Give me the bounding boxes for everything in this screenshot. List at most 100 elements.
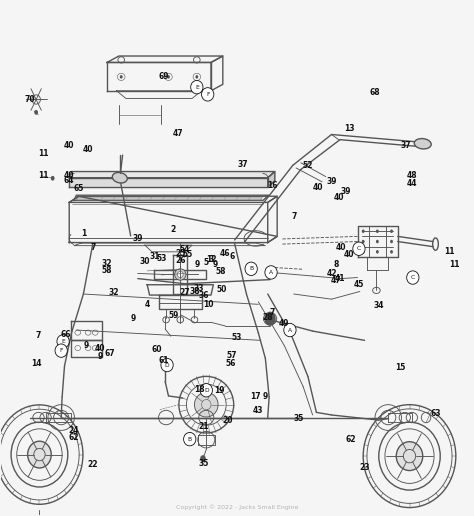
Text: 23: 23: [359, 463, 370, 472]
Text: 7: 7: [36, 331, 41, 340]
Text: 67: 67: [104, 349, 115, 358]
Ellipse shape: [174, 269, 186, 280]
Ellipse shape: [51, 176, 55, 181]
Text: 47: 47: [331, 276, 342, 285]
Text: 9: 9: [97, 352, 102, 361]
Text: 59: 59: [168, 311, 178, 320]
Circle shape: [265, 266, 277, 279]
Ellipse shape: [376, 240, 379, 244]
Text: 2: 2: [171, 224, 176, 234]
Circle shape: [161, 358, 173, 372]
Ellipse shape: [112, 172, 128, 183]
Text: 47: 47: [173, 129, 183, 138]
Ellipse shape: [390, 250, 393, 253]
Text: 11: 11: [38, 149, 48, 158]
Text: 21: 21: [199, 422, 209, 431]
Circle shape: [245, 262, 257, 276]
Text: 63: 63: [430, 409, 441, 418]
Text: 53: 53: [232, 333, 242, 342]
Ellipse shape: [362, 230, 365, 233]
Text: B: B: [249, 266, 253, 271]
Text: 11: 11: [445, 247, 455, 256]
Text: 4: 4: [145, 300, 150, 309]
Text: 7: 7: [270, 308, 275, 316]
Circle shape: [353, 242, 365, 255]
Text: 40: 40: [83, 146, 93, 154]
Text: 30: 30: [139, 256, 150, 266]
Text: 25: 25: [175, 249, 185, 259]
Text: 56: 56: [225, 359, 236, 368]
Text: 9: 9: [194, 260, 200, 269]
Text: 16: 16: [267, 182, 278, 190]
Ellipse shape: [195, 75, 198, 78]
Text: F: F: [206, 92, 210, 97]
Text: 58: 58: [102, 266, 112, 276]
Text: 37: 37: [237, 160, 248, 169]
Ellipse shape: [167, 75, 170, 78]
Text: Copyright © 2022 - Jacks Small Engine: Copyright © 2022 - Jacks Small Engine: [176, 505, 298, 510]
Text: 49: 49: [279, 319, 290, 328]
Text: 44: 44: [407, 179, 417, 188]
Ellipse shape: [194, 392, 218, 417]
Text: 46: 46: [220, 249, 230, 259]
Text: A: A: [269, 270, 273, 275]
Text: 8: 8: [334, 260, 339, 269]
Text: 38: 38: [189, 287, 200, 296]
Circle shape: [55, 344, 67, 357]
Ellipse shape: [390, 240, 393, 244]
Text: 31: 31: [149, 252, 160, 262]
Text: 9: 9: [130, 314, 136, 323]
Text: 40: 40: [64, 171, 74, 180]
Text: 34: 34: [374, 301, 384, 310]
Text: 32: 32: [102, 259, 112, 268]
Circle shape: [284, 324, 296, 337]
Text: 65: 65: [73, 184, 84, 193]
Ellipse shape: [177, 271, 183, 278]
Text: 40: 40: [64, 141, 74, 150]
Ellipse shape: [200, 455, 206, 462]
Text: 40: 40: [95, 344, 105, 352]
Text: 5: 5: [204, 258, 209, 267]
Text: 9: 9: [83, 341, 88, 350]
Text: 53: 53: [156, 253, 166, 263]
Text: 40: 40: [333, 194, 344, 202]
Text: 41: 41: [335, 274, 345, 283]
Text: 42: 42: [326, 269, 337, 278]
Text: 60: 60: [151, 345, 162, 354]
Circle shape: [183, 432, 196, 446]
Ellipse shape: [396, 442, 423, 471]
Text: 7: 7: [90, 243, 96, 252]
Text: B: B: [188, 437, 192, 442]
Text: 33: 33: [194, 284, 204, 294]
Text: 11: 11: [38, 171, 48, 180]
Ellipse shape: [264, 312, 276, 326]
Circle shape: [200, 383, 212, 397]
Ellipse shape: [362, 250, 365, 253]
Text: 6: 6: [229, 252, 235, 262]
Text: 11: 11: [449, 260, 460, 269]
Text: 7: 7: [291, 212, 296, 221]
Text: 9: 9: [213, 260, 219, 269]
Circle shape: [191, 80, 203, 94]
Text: 68: 68: [370, 88, 380, 97]
Text: 26: 26: [175, 255, 185, 265]
Ellipse shape: [376, 230, 379, 233]
Text: 35: 35: [293, 414, 304, 423]
Text: E: E: [195, 85, 199, 90]
Text: 61: 61: [158, 357, 169, 365]
Polygon shape: [268, 171, 275, 187]
Text: 37: 37: [401, 141, 411, 150]
Text: 19: 19: [214, 386, 224, 395]
Ellipse shape: [414, 139, 431, 149]
Text: E: E: [61, 339, 65, 344]
Ellipse shape: [362, 240, 365, 244]
Circle shape: [407, 271, 419, 284]
Text: 57: 57: [226, 351, 237, 360]
Text: 55: 55: [182, 250, 192, 259]
Text: 58: 58: [215, 267, 226, 277]
Ellipse shape: [120, 75, 123, 78]
Text: 62: 62: [345, 434, 356, 444]
Text: 66: 66: [61, 330, 71, 338]
Text: 18: 18: [194, 385, 204, 394]
Text: 20: 20: [222, 415, 233, 425]
